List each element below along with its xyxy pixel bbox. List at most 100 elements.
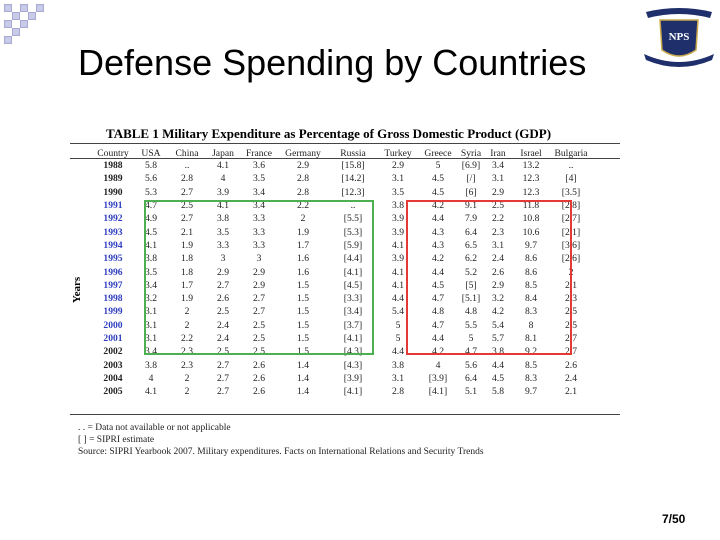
value-cell: 4.8: [465, 306, 477, 318]
table-notes: . . = Data not available or not applicab…: [78, 422, 484, 458]
value-cell: 2: [184, 306, 190, 318]
corner-decoration: [0, 0, 60, 60]
year-cell: 2002: [103, 346, 123, 358]
value-cell: [4.3]: [343, 346, 363, 358]
value-cell: 1.9: [297, 226, 309, 238]
value-cell: 2: [184, 372, 190, 384]
value-cell: 4.4: [432, 266, 444, 278]
value-cell: 2.9: [297, 160, 309, 172]
value-cell: 9.2: [525, 346, 537, 358]
column-header: Iran: [490, 147, 506, 159]
value-cell: 2.8: [297, 173, 309, 185]
value-cell: [3.4]: [343, 306, 363, 318]
value-cell: 12.3: [522, 173, 540, 185]
table-row: 1988 5.8.. 4.1 3.6 2.9 [15.8] 2.9 5 [6.9] 3.4 13.2…: [92, 159, 592, 172]
svg-text:NPS: NPS: [669, 31, 690, 43]
nps-logo: NPS: [644, 8, 714, 67]
value-cell: 5: [468, 333, 474, 344]
value-cell: 4.1: [392, 279, 404, 291]
value-cell: 5.3: [145, 186, 157, 198]
value-cell: 3.1: [392, 173, 404, 185]
value-cell: 5: [435, 160, 441, 172]
note-line: . . = Data not available or not applicab…: [78, 423, 231, 433]
value-cell: 4.7: [432, 319, 444, 331]
value-cell: 2.4: [217, 333, 229, 344]
value-cell: 6.4: [465, 372, 477, 384]
red-highlight-box: [406, 200, 572, 355]
value-cell: 2.8: [181, 173, 193, 185]
value-cell: [6]: [465, 186, 477, 198]
value-cell: ..: [568, 160, 574, 172]
value-cell: 2.5: [492, 200, 504, 212]
value-cell: 4.5: [432, 279, 444, 291]
value-cell: [3.5]: [561, 186, 581, 198]
value-cell: 5.6: [145, 173, 157, 185]
column-header: Country: [97, 147, 129, 159]
value-cell: [5.9]: [343, 239, 363, 251]
value-cell: 6.2: [465, 253, 477, 265]
value-cell: [4.1]: [343, 386, 363, 398]
value-cell: 2.1: [181, 226, 193, 238]
value-cell: 2.4: [217, 319, 229, 331]
value-cell: 9.7: [525, 386, 537, 398]
value-cell: 2.7: [253, 293, 265, 305]
value-cell: 2.7: [217, 386, 229, 398]
value-cell: 9.1: [465, 200, 477, 212]
value-cell: 5.2: [465, 266, 477, 278]
year-cell: 1989: [103, 173, 123, 185]
table-header-row: Country USA China Japan France Germany Russia T…: [92, 147, 592, 159]
value-cell: 2: [300, 213, 306, 225]
value-cell: 4.1: [392, 266, 404, 278]
value-cell: [4.4]: [343, 253, 363, 265]
value-cell: 8.1: [525, 333, 537, 344]
value-cell: 2.5: [253, 333, 265, 344]
year-cell: 1988: [103, 160, 123, 172]
year-cell: 1996: [103, 266, 123, 278]
column-header: Bulgaria: [554, 147, 588, 159]
value-cell: 5: [395, 319, 401, 331]
rule-top: [70, 143, 620, 144]
value-cell: 3.3: [253, 213, 265, 225]
year-cell: 1997: [103, 279, 123, 291]
value-cell: 4.1: [217, 160, 229, 172]
value-cell: 7.9: [465, 213, 477, 225]
value-cell: 4.3: [432, 239, 444, 251]
value-cell: 2: [184, 386, 190, 398]
value-cell: 5: [395, 333, 401, 344]
value-cell: [3.9]: [343, 372, 363, 384]
year-cell: 1990: [103, 186, 123, 198]
value-cell: 8.5: [525, 279, 537, 291]
value-cell: [3.3]: [343, 293, 363, 305]
years-axis-label: Years: [71, 276, 84, 304]
value-cell: 8.3: [525, 306, 537, 318]
value-cell: 4.1: [217, 200, 229, 212]
value-cell: 3.6: [253, 160, 265, 172]
value-cell: 4.5: [432, 186, 444, 198]
value-cell: 1.6: [297, 266, 309, 278]
column-header: Syria: [460, 147, 482, 159]
value-cell: 2.3: [181, 359, 193, 371]
value-cell: 8: [528, 319, 534, 331]
value-cell: 2.8: [392, 386, 404, 398]
value-cell: 5.8: [492, 386, 504, 398]
value-cell: 2.7: [181, 186, 193, 198]
value-cell: 2.5: [253, 346, 265, 358]
value-cell: 3.2: [492, 293, 504, 305]
value-cell: 3.1: [145, 306, 157, 318]
value-cell: 6.5: [465, 239, 477, 251]
value-cell: 3.4: [145, 346, 157, 358]
year-cell: 1993: [103, 226, 123, 238]
value-cell: 4.1: [145, 386, 157, 398]
note-line: [ ] = SIPRI estimate: [78, 435, 155, 445]
value-cell: 4.5: [492, 372, 504, 384]
value-cell: 5.5: [465, 319, 477, 331]
value-cell: [4.1]: [343, 333, 363, 344]
value-cell: 3.9: [392, 213, 404, 225]
value-cell: 2.9: [253, 279, 265, 291]
value-cell: 3.4: [253, 186, 265, 198]
value-cell: 2.3: [492, 226, 504, 238]
column-header: Germany: [285, 147, 321, 159]
value-cell: 4.1: [145, 239, 157, 251]
year-cell: 1995: [103, 253, 123, 265]
table-row: 1989 5.6 2.8 4 3.5 2.8 [14.2] 3.1 4.5 [/] 3.1 12.3 […: [92, 172, 592, 185]
